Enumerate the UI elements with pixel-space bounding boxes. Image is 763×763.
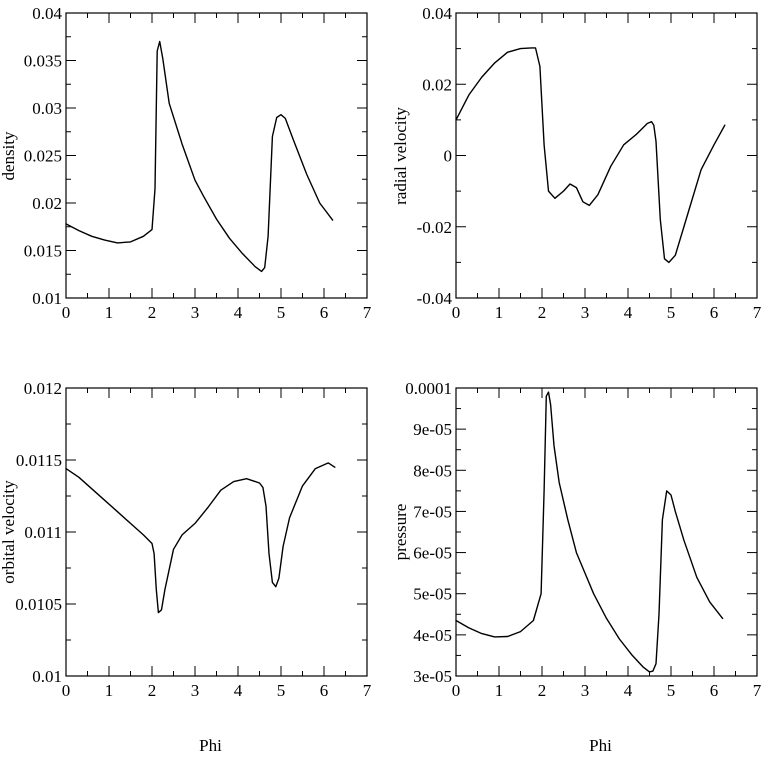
y-tick-label: 7e-05 bbox=[413, 502, 452, 521]
y-tick-label: 0.0001 bbox=[405, 379, 452, 398]
y-tick-label: 8e-05 bbox=[413, 461, 452, 480]
y-tick-label: 0.01 bbox=[32, 667, 62, 686]
series-line-orbital_velocity bbox=[65, 462, 336, 614]
x-tick-label: 1 bbox=[105, 681, 114, 700]
x-tick-label: 5 bbox=[667, 681, 676, 700]
x-tick-label: 1 bbox=[495, 303, 504, 322]
y-tick-label: 0.011 bbox=[24, 523, 62, 542]
panel-density: 0 1 2 3 4 5 6 7 0.01 0.015 0.02 0.025 0.03 0.035 0.04 d… bbox=[0, 4, 372, 322]
series-line-density bbox=[65, 40, 334, 273]
y-tick-label: -0.04 bbox=[417, 289, 453, 308]
x-tick-label: 2 bbox=[148, 303, 157, 322]
plot-frame bbox=[65, 12, 368, 299]
y-tick-label: 0.0105 bbox=[15, 595, 62, 614]
x-tick-label: 1 bbox=[495, 681, 504, 700]
y-axis-label: pressure bbox=[391, 504, 410, 561]
x-tick-label: 3 bbox=[191, 681, 200, 700]
x-tick-label: 6 bbox=[320, 681, 329, 700]
y-tick-label: 0.025 bbox=[24, 147, 62, 166]
y-tick-label: 4e-05 bbox=[413, 626, 452, 645]
y-axis-label: density bbox=[0, 131, 18, 181]
x-tick-label: 5 bbox=[277, 681, 286, 700]
x-tick-label: 0 bbox=[62, 303, 71, 322]
series-line-radial_velocity bbox=[455, 47, 726, 264]
x-tick-label: 7 bbox=[753, 303, 762, 322]
x-tick-label: 2 bbox=[538, 303, 547, 322]
plot-frame bbox=[65, 387, 368, 677]
y-axis-label: radial velocity bbox=[391, 107, 410, 205]
x-tick-label: 4 bbox=[234, 681, 243, 700]
x-tick-label: 4 bbox=[624, 681, 633, 700]
y-tick-label: 0.04 bbox=[422, 4, 452, 23]
x-tick-label: 3 bbox=[581, 303, 590, 322]
y-tick-label: 0.04 bbox=[32, 4, 62, 23]
x-tick-label: 7 bbox=[363, 303, 372, 322]
x-tick-label: 6 bbox=[710, 681, 719, 700]
y-tick-label: 0 bbox=[444, 147, 453, 166]
y-tick-label: -0.02 bbox=[417, 218, 452, 237]
x-tick-label: 7 bbox=[753, 681, 762, 700]
x-axis-label: Phi bbox=[589, 736, 612, 755]
y-tick-label: 9e-05 bbox=[413, 420, 452, 439]
plot-frame bbox=[455, 12, 758, 299]
x-tick-label: 7 bbox=[363, 681, 372, 700]
x-tick-label: 1 bbox=[105, 303, 114, 322]
x-tick-label: 3 bbox=[191, 303, 200, 322]
x-tick-label: 2 bbox=[148, 681, 157, 700]
series-line-pressure bbox=[455, 391, 724, 673]
plot-frame bbox=[455, 387, 758, 677]
x-tick-label: 2 bbox=[538, 681, 547, 700]
y-tick-label: 3e-05 bbox=[413, 667, 452, 686]
x-tick-label: 5 bbox=[277, 303, 286, 322]
panel-orbital-velocity: 0 1 2 3 4 5 6 7 0.01 0.0105 0.011 0.0115 0.012 orbita… bbox=[0, 379, 372, 755]
y-tick-label: 0.01 bbox=[32, 289, 62, 308]
x-tick-label: 3 bbox=[581, 681, 590, 700]
y-tick-label: 0.015 bbox=[24, 242, 62, 261]
y-tick-label: 0.02 bbox=[422, 75, 452, 94]
x-tick-label: 5 bbox=[667, 303, 676, 322]
y-tick-label: 0.0115 bbox=[16, 451, 62, 470]
y-tick-label: 0.012 bbox=[24, 379, 62, 398]
x-tick-label: 0 bbox=[452, 303, 461, 322]
y-tick-label: 0.03 bbox=[32, 99, 62, 118]
y-tick-label: 5e-05 bbox=[413, 585, 452, 604]
x-tick-label: 4 bbox=[624, 303, 633, 322]
x-tick-label: 4 bbox=[234, 303, 243, 322]
y-tick-label: 0.02 bbox=[32, 194, 62, 213]
y-axis-label: orbital velocity bbox=[0, 480, 18, 584]
panel-radial-velocity: 0 1 2 3 4 5 6 7 -0.04 -0.02 0 0.02 0.04 radial veloci… bbox=[391, 4, 762, 322]
y-tick-label: 6e-05 bbox=[413, 544, 452, 563]
x-tick-label: 6 bbox=[320, 303, 329, 322]
y-tick-label: 0.035 bbox=[24, 52, 62, 71]
x-tick-label: 0 bbox=[62, 681, 71, 700]
x-tick-label: 0 bbox=[452, 681, 461, 700]
x-axis-label: Phi bbox=[199, 736, 222, 755]
panel-pressure: 0 1 2 3 4 5 6 7 3e-05 4e-05 5e-05 6e-05 7e-05 8e-05 9e… bbox=[391, 379, 762, 755]
x-tick-label: 6 bbox=[710, 303, 719, 322]
